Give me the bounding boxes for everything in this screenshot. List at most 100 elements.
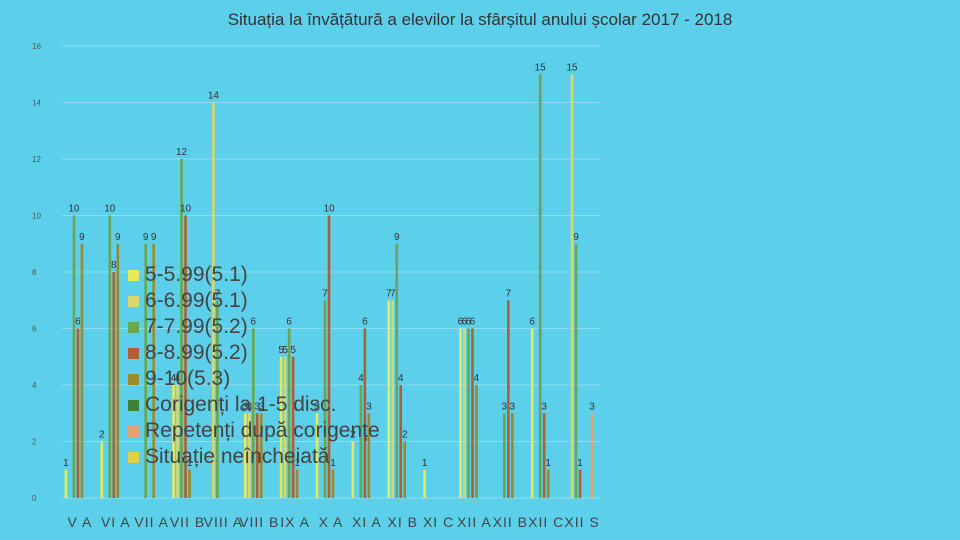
legend-item: 8-8.99(5.2)	[128, 340, 380, 366]
data-label: 7	[506, 288, 512, 299]
y-tick-label: 2	[32, 438, 37, 447]
legend-swatch	[128, 269, 139, 281]
data-label: 1	[422, 458, 428, 469]
bar	[259, 413, 263, 498]
x-tick-label: V A	[68, 514, 93, 530]
legend-swatch	[128, 321, 139, 333]
data-label: 2	[99, 430, 105, 441]
legend-label: Corigenți la 1-5 disc.	[145, 393, 337, 416]
data-label: 10	[180, 204, 192, 215]
data-label: 6	[466, 317, 472, 328]
data-label: 10	[323, 204, 335, 215]
data-label: 7	[322, 288, 328, 299]
data-label: 3	[242, 401, 248, 412]
bar	[255, 413, 259, 498]
data-label: 10	[104, 204, 116, 215]
data-label: 5	[278, 345, 284, 356]
bar	[463, 328, 466, 498]
data-label: 1	[577, 458, 583, 469]
bar	[216, 300, 219, 498]
data-label: 4	[474, 373, 480, 384]
data-label: 7	[390, 288, 396, 299]
y-tick-label: 6	[32, 325, 37, 334]
bar	[578, 469, 582, 498]
data-label: 4	[358, 373, 364, 384]
data-label: 6	[462, 317, 468, 328]
data-label: 2	[402, 430, 408, 441]
bar	[108, 215, 112, 498]
y-tick-label: 10	[32, 212, 41, 221]
bar	[471, 328, 474, 498]
bar	[590, 413, 594, 498]
data-label: 3	[314, 401, 320, 412]
legend-swatch	[128, 425, 139, 437]
data-label: 15	[567, 62, 579, 73]
data-label: 10	[68, 204, 80, 215]
x-tick-label: XII S	[564, 514, 599, 530]
data-label: 1	[294, 458, 300, 469]
x-tick-label: X A	[319, 514, 344, 530]
bar	[542, 413, 546, 498]
bar	[112, 272, 116, 498]
data-label: 6	[75, 317, 81, 328]
data-label: 3	[258, 401, 264, 412]
bar	[100, 441, 104, 498]
x-tick-label: VII A	[134, 514, 169, 530]
bar	[72, 215, 76, 498]
legend-item: 9-10(5.3)	[128, 366, 380, 392]
bar	[475, 385, 478, 498]
data-label: 7	[215, 288, 221, 299]
bar	[538, 74, 542, 498]
bar	[64, 469, 68, 498]
y-tick-label: 16	[32, 42, 41, 51]
bar	[570, 74, 574, 498]
bar	[80, 243, 84, 498]
bar	[176, 385, 179, 498]
data-label: 15	[535, 62, 547, 73]
data-label: 1	[63, 458, 69, 469]
x-tick-label: XII A	[457, 514, 492, 530]
x-tick-label: XI A	[352, 514, 382, 530]
legend-item: 7-7.99(5.2)	[128, 314, 380, 340]
bar	[530, 328, 534, 498]
bar	[251, 328, 255, 498]
y-tick-label: 4	[32, 381, 37, 390]
bar	[287, 328, 291, 498]
x-tick-label: VIII A	[204, 514, 243, 530]
data-label: 3	[254, 401, 260, 412]
data-label: 9	[79, 232, 85, 243]
data-label: 3	[510, 401, 516, 412]
bar	[247, 413, 251, 498]
bar	[144, 243, 147, 498]
data-label: 6	[470, 317, 476, 328]
legend-item: Corigenți la 1-5 disc.	[128, 392, 380, 418]
legend-swatch	[128, 399, 139, 411]
chart-title: Situația la învățătură a elevilor la sfâ…	[227, 10, 733, 29]
bar	[188, 469, 191, 498]
data-label: 6	[458, 317, 464, 328]
bar	[363, 328, 367, 498]
bar	[212, 102, 215, 498]
bar	[295, 469, 299, 498]
legend-swatch	[128, 347, 139, 359]
data-label: 3	[541, 401, 547, 412]
data-label: 12	[176, 147, 188, 158]
data-label: 3	[502, 401, 508, 412]
data-label: 9	[151, 232, 157, 243]
legend-label: 9-10(5.3)	[145, 367, 231, 390]
x-tick-label: XI B	[387, 514, 417, 530]
data-label: 9	[143, 232, 149, 243]
bar	[315, 413, 319, 498]
bar	[511, 413, 514, 498]
bar	[172, 385, 175, 498]
bar	[399, 385, 403, 498]
data-label: 9	[394, 232, 400, 243]
legend-item: Repetenți după corigențe	[128, 418, 380, 444]
data-label: 14	[208, 91, 220, 102]
x-tick-label: XI C	[423, 514, 454, 530]
bar	[546, 469, 550, 498]
bar	[423, 469, 426, 498]
legend-swatch	[128, 295, 139, 307]
